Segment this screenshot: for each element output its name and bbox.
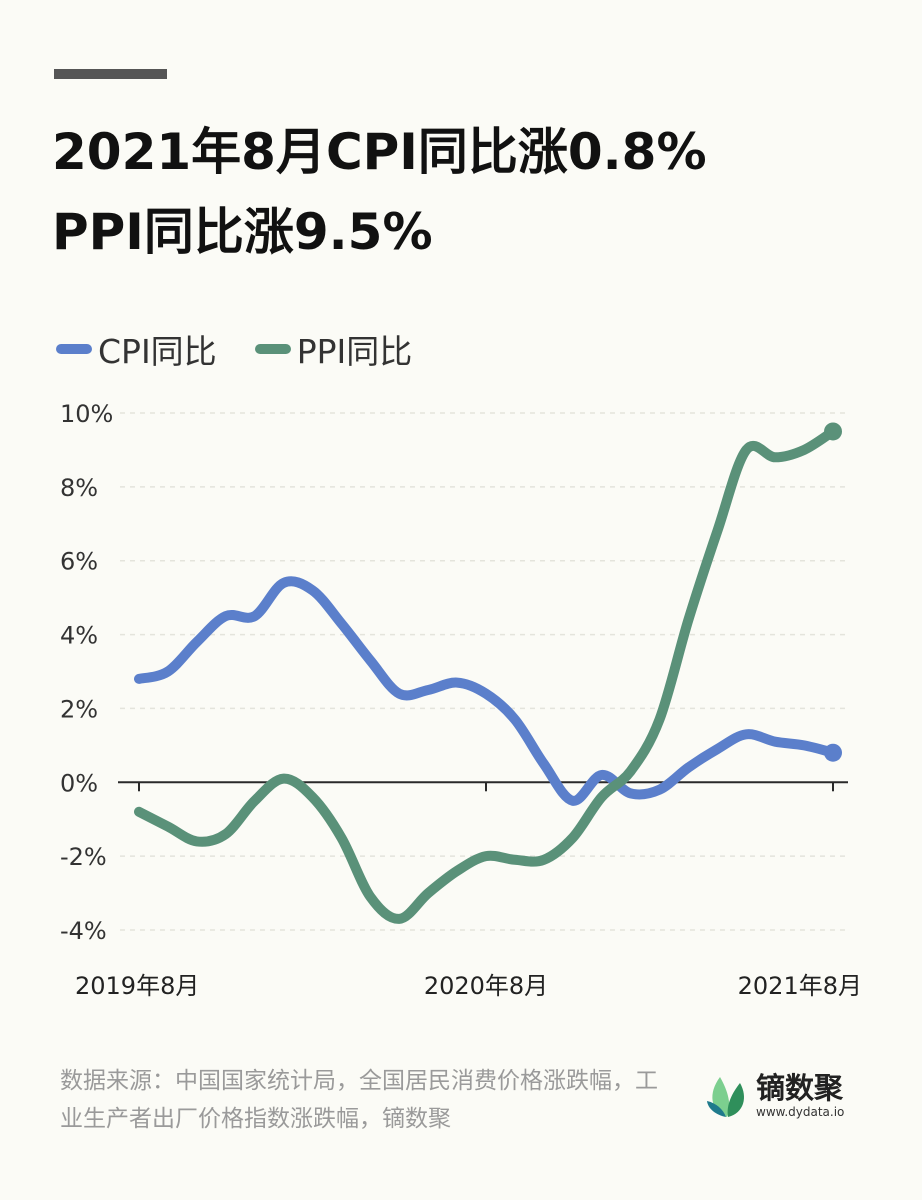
leaf-logo-icon <box>707 1077 744 1117</box>
brand-logo: 镝数聚 www.dydata.io <box>706 1072 844 1120</box>
y-tick-label: 8% <box>60 474 98 502</box>
legend-item-cpi: CPI同比 <box>56 325 217 373</box>
logo-url: www.dydata.io <box>756 1105 845 1119</box>
legend-label-cpi: CPI同比 <box>98 332 217 371</box>
y-tick-label: 6% <box>60 548 98 576</box>
x-tick-label: 2020年8月 <box>424 972 548 1000</box>
legend-swatch-cpi <box>56 344 92 354</box>
legend-swatch-ppi <box>254 344 291 354</box>
legend-item-ppi: PPI同比 <box>254 325 413 373</box>
legend-label-ppi: PPI同比 <box>296 332 413 371</box>
chart-legend: CPI同比 PPI同比 <box>56 325 450 373</box>
y-tick-label: -2% <box>60 843 107 871</box>
logo-name: 镝数聚 <box>756 1071 844 1105</box>
end-point-ppi <box>824 422 842 441</box>
line-chart: 10% 8% 6% 4% 2% 0% -2% -4% 2019年8月 2020年8月 2021年8月 <box>60 400 862 1000</box>
end-point-cpi <box>824 743 842 762</box>
x-tick-label: 2019年8月 <box>75 972 199 1000</box>
y-tick-label: 2% <box>60 695 98 723</box>
y-tick-label: 10% <box>60 400 113 428</box>
series-line-ppi <box>134 426 838 924</box>
y-tick-label: -4% <box>60 917 107 945</box>
title-accent-bar <box>54 69 167 79</box>
y-tick-label: 0% <box>60 769 98 797</box>
series-line-cpi <box>134 576 838 806</box>
title-line-2: PPI同比涨9.5% <box>52 203 433 261</box>
title-line-1: 2021年8月CPI同比涨0.8% <box>52 123 707 181</box>
x-tick-label: 2021年8月 <box>738 972 862 1000</box>
data-source-note: 数据来源：中国国家统计局，全国居民消费价格涨跌幅，工业生产者出厂价格指数涨跌幅，… <box>60 1068 658 1132</box>
page-title: 2021年8月CPI同比涨0.8% PPI同比涨9.5% <box>52 112 707 272</box>
y-tick-label: 4% <box>60 622 98 650</box>
